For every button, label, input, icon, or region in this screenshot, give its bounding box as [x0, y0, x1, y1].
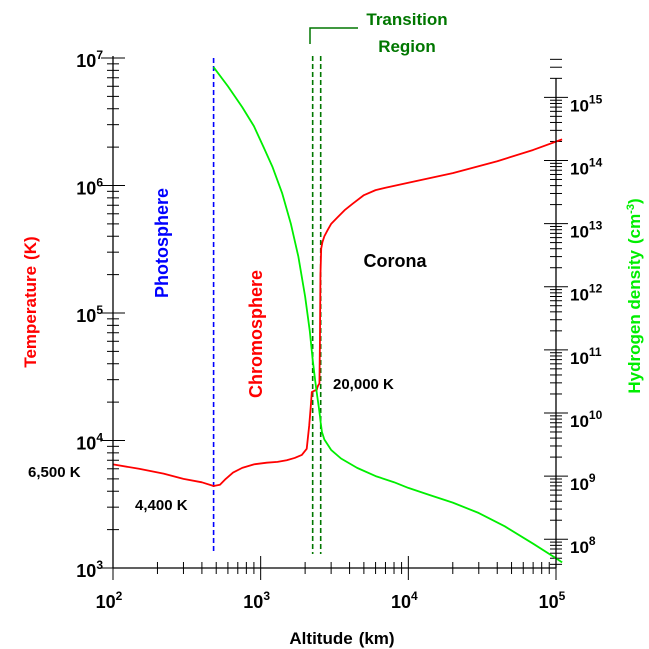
x-tick-label: 105 — [539, 589, 566, 612]
x-axis-label: Altitude (km) — [289, 629, 394, 648]
temp-4400-label: 4,400 K — [135, 497, 188, 514]
left-tick-label: 104 — [76, 431, 103, 454]
x-tick-label: 103 — [243, 589, 270, 612]
left-axis-label: Temperature(K) — [21, 236, 40, 367]
right-tick-label: 109 — [570, 471, 596, 494]
temp-6500-label: 6,500 K — [28, 464, 81, 481]
left-tick-label: 103 — [76, 558, 103, 581]
left-tick-label: 106 — [76, 176, 103, 199]
left-tick-label: 107 — [76, 48, 103, 71]
corona-label: Corona — [364, 251, 428, 271]
right-tick-label: 1014 — [570, 155, 603, 178]
right-tick-label: 1011 — [570, 345, 602, 368]
right-tick-label: 1010 — [570, 408, 603, 431]
axes — [112, 56, 557, 569]
transition-label-line1: Transition — [366, 10, 447, 29]
series-lines — [112, 66, 563, 564]
transition-bracket — [309, 27, 358, 44]
hydrogen-density-line — [212, 66, 563, 564]
right-tick-label: 1013 — [570, 219, 603, 242]
tick-labels: 102 103 104 105 103 104 105 106 107 108 109 1010 101… — [76, 48, 602, 612]
chromosphere-label: Chromosphere — [246, 270, 266, 398]
x-tick-label: 104 — [391, 589, 418, 612]
temp-20000-label: 20,000 K — [333, 376, 394, 393]
transition-label-line2: Region — [378, 37, 436, 56]
right-tick-label: 108 — [570, 534, 596, 557]
right-axis-label: Hydrogen density(cm-3) — [625, 198, 644, 393]
right-tick-label: 1015 — [570, 92, 603, 115]
right-tick-label: 1012 — [570, 282, 603, 305]
x-tick-label: 102 — [96, 589, 123, 612]
left-tick-label: 105 — [76, 303, 103, 326]
photosphere-label: Photosphere — [152, 188, 172, 298]
